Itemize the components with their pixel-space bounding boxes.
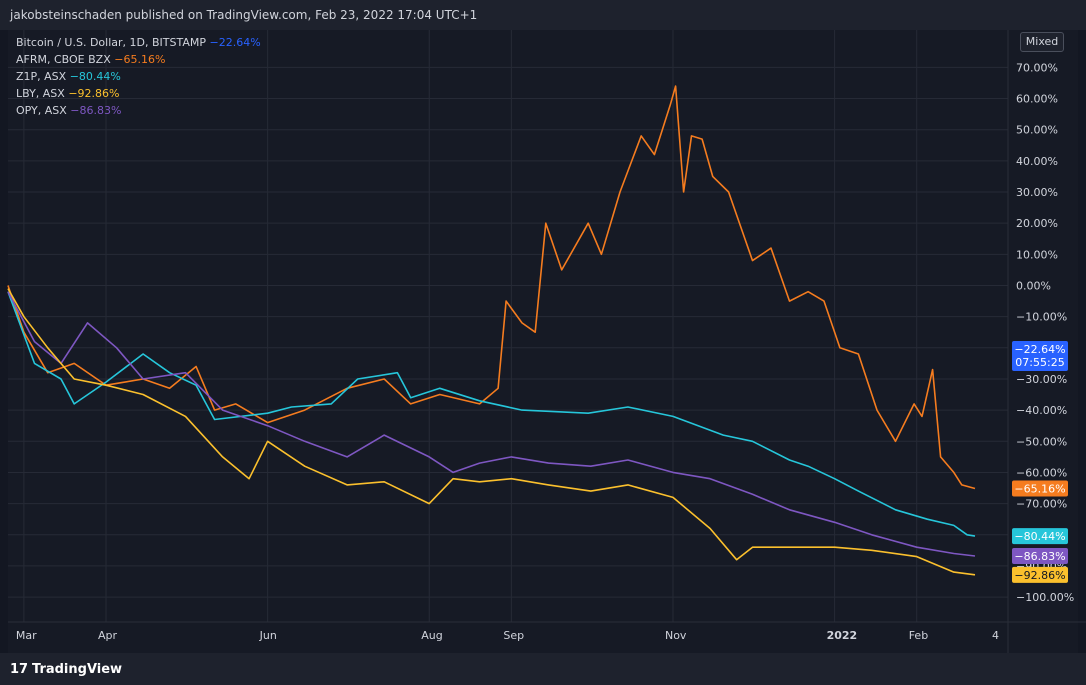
y-tick-label: 30.00% bbox=[1016, 186, 1058, 199]
y-tick-label: 50.00% bbox=[1016, 124, 1058, 137]
legend-item-change: −65.16% bbox=[110, 53, 166, 66]
x-axis-labels: Mar Apr Jun Aug Sep Nov 2022 Feb 4 bbox=[16, 629, 999, 642]
legend: Bitcoin / U.S. Dollar, 1D, BITSTAMP −22.… bbox=[16, 34, 261, 119]
legend-item-change: −92.86% bbox=[64, 87, 120, 100]
x-tick-label: Nov bbox=[665, 629, 687, 642]
y-tick-label: 40.00% bbox=[1016, 155, 1058, 168]
legend-item[interactable]: LBY, ASX −92.86% bbox=[16, 85, 261, 102]
price-badge-label: −80.44% bbox=[1014, 530, 1065, 543]
chart-series bbox=[7, 85, 976, 576]
series-line bbox=[7, 85, 976, 490]
legend-item-name: LBY, ASX bbox=[16, 87, 65, 100]
series-line bbox=[7, 291, 976, 557]
x-tick-label: Jun bbox=[259, 629, 277, 642]
legend-item-name: Z1P, ASX bbox=[16, 70, 67, 83]
legend-item[interactable]: Z1P, ASX −80.44% bbox=[16, 68, 261, 85]
legend-item[interactable]: AFRM, CBOE BZX −65.16% bbox=[16, 51, 261, 68]
publish-info: jakobsteinschaden published on TradingVi… bbox=[10, 8, 478, 22]
y-tick-label: −100.00% bbox=[1016, 591, 1074, 604]
y-tick-label: −70.00% bbox=[1016, 498, 1067, 511]
brand-name: TradingView bbox=[32, 662, 123, 677]
price-badge bbox=[1012, 341, 1068, 372]
price-badge-sublabel: 07:55:25 bbox=[1015, 356, 1064, 369]
y-tick-label: 70.00% bbox=[1016, 61, 1058, 74]
y-tick-label: 60.00% bbox=[1016, 93, 1058, 106]
price-badges: −22.64%07:55:25 −65.16% −80.44% −86.83% −92.… bbox=[1012, 341, 1068, 583]
legend-item-name: OPY, ASX bbox=[16, 104, 67, 117]
price-badge bbox=[1012, 566, 1068, 583]
x-tick-label: Mar bbox=[16, 629, 37, 642]
y-tick-label: −50.00% bbox=[1016, 435, 1067, 448]
publish-header: jakobsteinschaden published on TradingVi… bbox=[0, 0, 1086, 30]
price-badge bbox=[1012, 528, 1068, 545]
series-line bbox=[7, 291, 976, 537]
footer: 17 TradingView bbox=[0, 653, 1086, 685]
x-tick-label: Aug bbox=[421, 629, 442, 642]
x-tick-label: Apr bbox=[98, 629, 118, 642]
legend-item-change: −80.44% bbox=[66, 70, 121, 83]
price-badge-label: −92.86% bbox=[1014, 569, 1065, 582]
price-badge bbox=[1012, 480, 1068, 497]
tradingview-logo-icon: 17 bbox=[10, 662, 29, 677]
price-badge bbox=[1012, 548, 1068, 565]
x-tick-label: Sep bbox=[503, 629, 524, 642]
series-line bbox=[7, 288, 976, 576]
y-tick-label: −30.00% bbox=[1016, 373, 1067, 386]
legend-item-change: −86.83% bbox=[66, 104, 122, 117]
legend-item[interactable]: OPY, ASX −86.83% bbox=[16, 102, 261, 119]
y-tick-label: 0.00% bbox=[1016, 279, 1051, 292]
y-tick-label: −40.00% bbox=[1016, 404, 1067, 417]
y-axis-labels: 70.00% 60.00% 50.00% 40.00% 30.00% 20.00% 10.0… bbox=[1016, 61, 1074, 604]
legend-item[interactable]: Bitcoin / U.S. Dollar, 1D, BITSTAMP −22.… bbox=[16, 34, 261, 51]
y-tick-label: 20.00% bbox=[1016, 217, 1058, 230]
x-tick-label: 4 bbox=[992, 629, 999, 642]
legend-item-change: −22.64% bbox=[205, 36, 261, 49]
x-tick-label: 2022 bbox=[827, 629, 858, 642]
y-tick-label: −10.00% bbox=[1016, 311, 1067, 324]
x-tick-label: Feb bbox=[909, 629, 928, 642]
y-tick-label: −60.00% bbox=[1016, 466, 1067, 479]
tradingview-logo[interactable]: 17 TradingView bbox=[10, 662, 122, 677]
price-badge-label: −86.83% bbox=[1014, 550, 1065, 563]
chart-area[interactable] bbox=[8, 30, 1078, 653]
scale-mode-button[interactable]: Mixed bbox=[1020, 32, 1064, 52]
legend-item-name: Bitcoin / U.S. Dollar, 1D, BITSTAMP bbox=[16, 36, 206, 49]
legend-item-name: AFRM, CBOE BZX bbox=[16, 53, 111, 66]
price-badge-label: −65.16% bbox=[1014, 483, 1065, 496]
price-badge-label: −22.64% bbox=[1014, 343, 1065, 356]
y-tick-label: 10.00% bbox=[1016, 248, 1058, 261]
